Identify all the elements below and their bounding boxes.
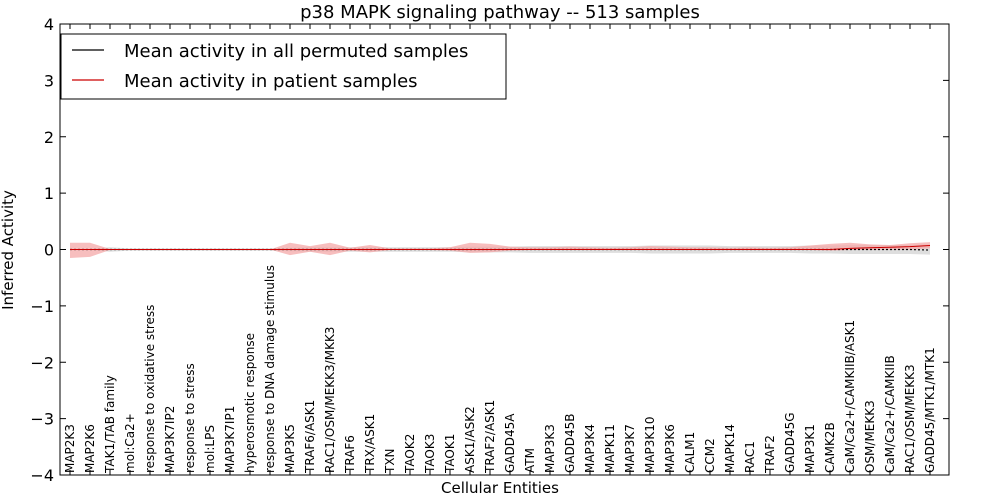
y-tick-label: −3 (30, 410, 54, 429)
x-tick-label: TAOK3 (423, 434, 437, 474)
chart-title: p38 MAPK signaling pathway -- 513 sample… (300, 2, 700, 23)
x-tick-label: GADD45G (783, 412, 797, 473)
x-tick-label: OSM/MEKK3 (863, 400, 877, 473)
x-tick-label: GADD45/MTK1/MTK1 (923, 347, 937, 473)
category-labels: MAP2K3 MAP2K6 TAK1/TAB family mol:Ca2+ respo… (63, 265, 937, 474)
x-tick-label: MAP2K6 (83, 424, 97, 473)
x-tick-label: MAP3K3 (543, 424, 557, 473)
x-tick-label: response to stress (183, 363, 197, 473)
legend-box (60, 33, 507, 100)
x-tick-label: MAP3K4 (583, 424, 597, 473)
legend: Mean activity in all permuted samples Me… (60, 33, 507, 100)
x-tick-label: TRAF2 (763, 435, 777, 474)
x-tick-label: TRAF2/ASK1 (483, 400, 497, 474)
x-tick-label: MAP3K7IP2 (163, 406, 177, 473)
legend-label-patient: Mean activity in patient samples (124, 71, 418, 92)
x-tick-label: GADD45A (503, 413, 517, 473)
x-tick-label: CaM/Ca2+/CAMKIIB/ASK1 (843, 320, 857, 473)
x-tick-label: RAC1/OSM/MEKK3/MKK3 (323, 327, 337, 473)
x-tick-label: MAP3K7IP1 (223, 406, 237, 473)
y-tick-label: 4 (44, 15, 54, 34)
legend-label-permuted: Mean activity in all permuted samples (124, 41, 468, 62)
plot-frame (59, 23, 950, 476)
x-tick-label: TRAF6 (343, 435, 357, 474)
x-tick-label: CCM2 (703, 438, 717, 473)
line-patient (70, 245, 931, 250)
y-axis-label: Inferred Activity (0, 190, 17, 310)
x-tick-label: MAP3K5 (283, 424, 297, 473)
x-tick-label: TRAF6/ASK1 (303, 400, 317, 474)
x-tick-label: TRX/ASK1 (363, 414, 377, 474)
y-tick-label: −4 (30, 466, 54, 485)
y-tick-label: −2 (30, 353, 54, 372)
x-tick-label: TAOK1 (443, 434, 457, 474)
x-tick-label: MAPK14 (723, 424, 737, 473)
x-tick-label: TAOK2 (403, 434, 417, 474)
y-tick-label: 3 (44, 71, 54, 90)
x-tick-label: MAPK11 (603, 424, 617, 473)
x-tick-label: ATM (523, 448, 537, 473)
x-tick-label: RAC1/OSM/MEKK3 (903, 364, 917, 473)
x-tick-label: ASK1/ASK2 (463, 406, 477, 473)
x-tick-label: MAP3K7 (623, 424, 637, 473)
x-tick-label: MAP3K6 (663, 424, 677, 473)
x-axis-label: Cellular Entities (441, 479, 559, 497)
x-tick-label: MAP3K10 (643, 416, 657, 473)
x-tick-label: response to oxidative stress (143, 305, 157, 473)
x-tick-label: CAMK2B (823, 422, 837, 473)
y-tick-label: 0 (44, 241, 54, 260)
x-tick-label: mol:LPS (203, 425, 217, 473)
x-tick-label: CaM/Ca2+/CAMKIIB (883, 355, 897, 473)
x-tick-label: CALM1 (683, 432, 697, 473)
x-tick-label: TAK1/TAB family (103, 375, 117, 474)
x-tick-label: RAC1 (743, 441, 757, 473)
y-tick-label: 2 (44, 128, 54, 147)
x-tick-label: hyperosmotic response (243, 333, 257, 473)
x-tick-label: mol:Ca2+ (123, 413, 137, 473)
y-tick-label: −1 (30, 297, 54, 316)
y-tick-label: 1 (44, 184, 54, 203)
x-tick-label: response to DNA damage stimulus (263, 265, 277, 473)
x-tick-label: TXN (383, 448, 397, 474)
x-tick-label: MAP2K3 (63, 424, 77, 473)
series-lines (70, 245, 931, 251)
x-tick-label: MAP3K1 (803, 424, 817, 473)
axis-ticks: −4 −3 −2 −1 0 1 2 3 4 (30, 15, 949, 485)
x-tick-label: GADD45B (563, 414, 577, 474)
